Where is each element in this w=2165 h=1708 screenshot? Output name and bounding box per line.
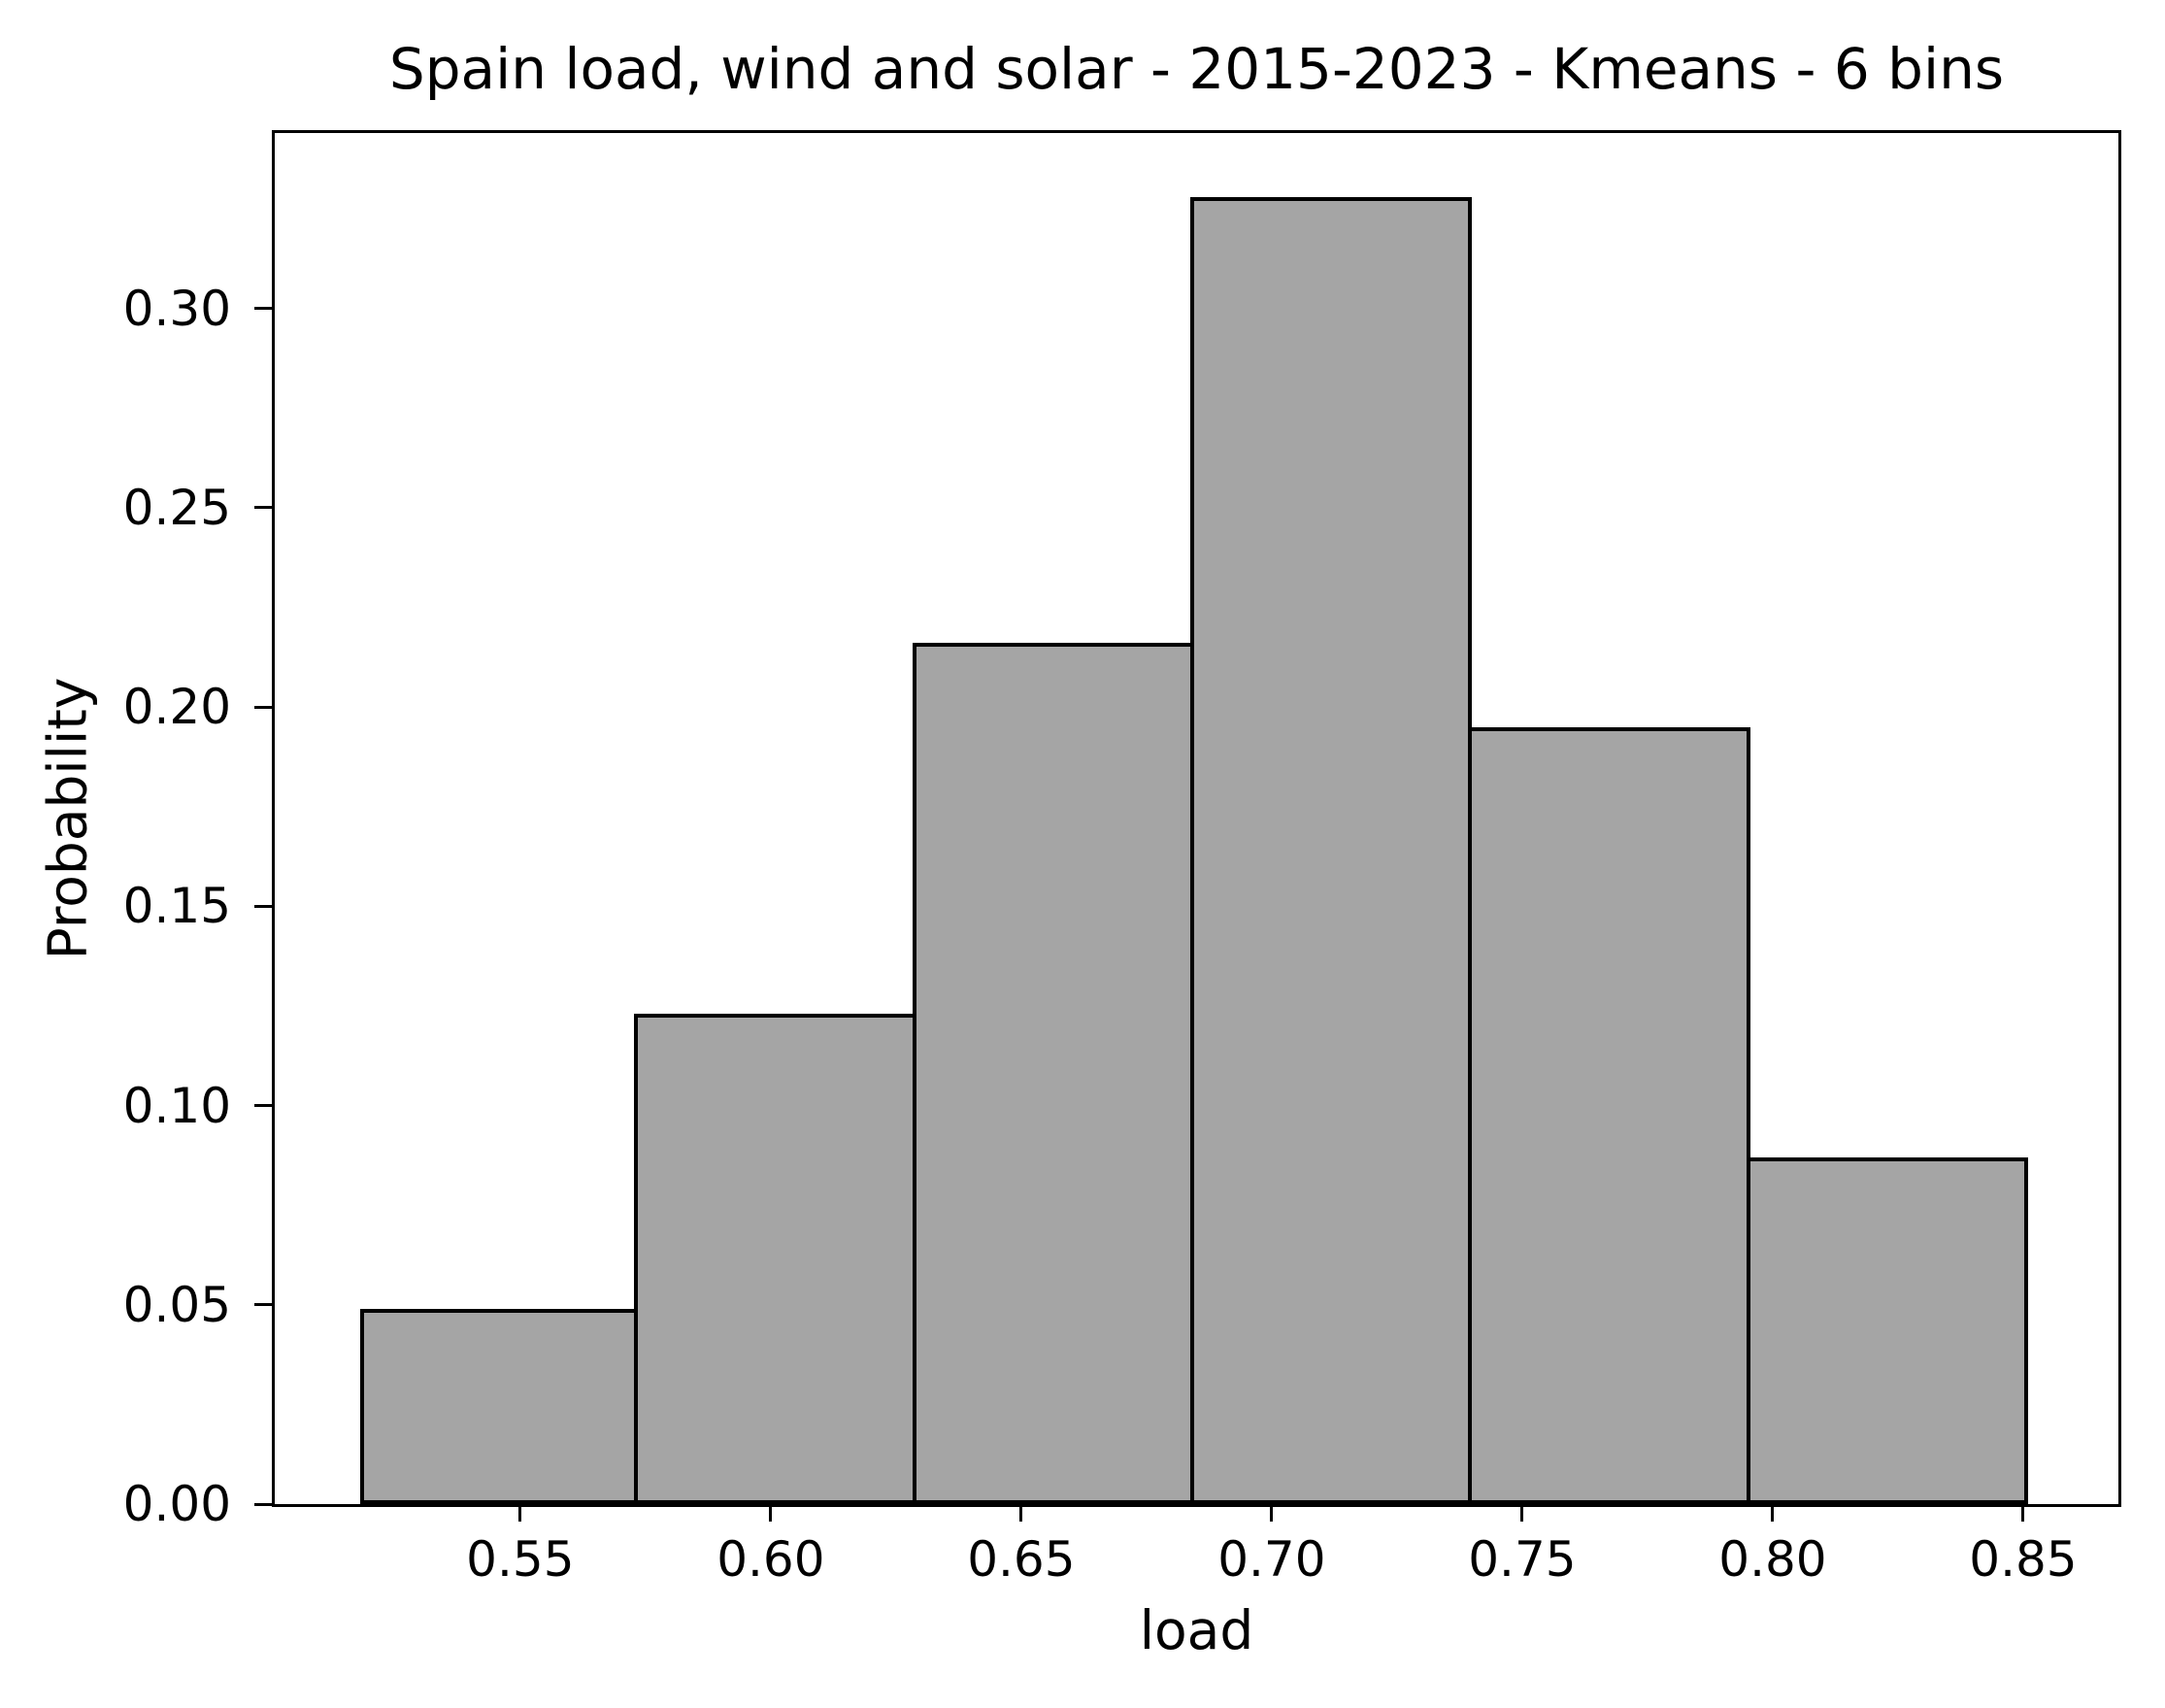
x-tick-label: 0.60	[716, 1531, 825, 1588]
x-tick-label: 0.55	[466, 1531, 575, 1588]
x-tick-mark	[2021, 1504, 2025, 1522]
x-tick-mark	[1771, 1504, 1775, 1522]
x-tick-label: 0.70	[1217, 1531, 1326, 1588]
histogram-bar	[1746, 1156, 2029, 1504]
x-tick-mark	[518, 1504, 522, 1522]
y-tick-label: 0.00	[122, 1476, 231, 1532]
y-tick-mark	[254, 1303, 272, 1307]
y-tick-mark	[254, 307, 272, 311]
histogram-bar	[912, 643, 1194, 1504]
x-axis-label: load	[1139, 1599, 1254, 1661]
y-tick-mark	[254, 506, 272, 510]
x-tick-label: 0.65	[967, 1531, 1076, 1588]
y-tick-mark	[254, 1104, 272, 1108]
x-tick-mark	[1270, 1504, 1274, 1522]
histogram-bar	[1468, 726, 1750, 1504]
y-tick-mark	[254, 904, 272, 908]
x-tick-mark	[1520, 1504, 1524, 1522]
x-tick-mark	[769, 1504, 773, 1522]
x-tick-label: 0.85	[1969, 1531, 2078, 1588]
plot-area: 0.55 0.60 0.65 0.70 0.75 0.80 0.85 0.00 0.05 0.10…	[123, 130, 2121, 1584]
y-tick-label: 0.10	[122, 1077, 231, 1134]
y-tick-label: 0.30	[122, 280, 231, 337]
y-axis-label: Probability	[36, 677, 99, 960]
y-tick-label: 0.25	[122, 479, 231, 536]
y-tick-label: 0.15	[122, 878, 231, 935]
x-tick-mark	[1019, 1504, 1023, 1522]
y-tick-label: 0.20	[122, 679, 231, 736]
histogram-bar	[359, 1308, 639, 1504]
histogram-bar	[634, 1014, 916, 1504]
histogram-bar	[1189, 196, 1473, 1504]
y-tick-mark	[254, 705, 272, 709]
y-tick-label: 0.05	[122, 1276, 231, 1333]
x-tick-label: 0.80	[1718, 1531, 1827, 1588]
chart-title: Spain load, wind and solar - 2015-2023 -…	[388, 36, 2005, 102]
x-tick-label: 0.75	[1468, 1531, 1577, 1588]
y-tick-mark	[254, 1502, 272, 1506]
